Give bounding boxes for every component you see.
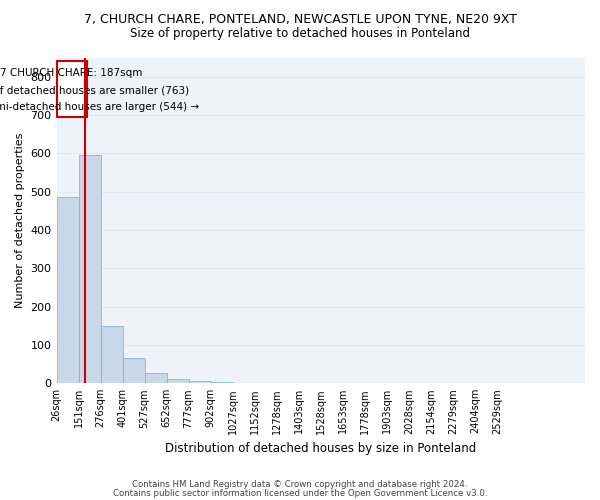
Text: 41% of semi-detached houses are larger (544) →: 41% of semi-detached houses are larger (… <box>0 102 199 113</box>
Text: Size of property relative to detached houses in Ponteland: Size of property relative to detached ho… <box>130 28 470 40</box>
Text: 7 CHURCH CHARE: 187sqm: 7 CHURCH CHARE: 187sqm <box>1 68 143 78</box>
Bar <box>167 380 188 383</box>
Bar <box>145 373 167 383</box>
Text: Contains HM Land Registry data © Crown copyright and database right 2024.: Contains HM Land Registry data © Crown c… <box>132 480 468 489</box>
FancyBboxPatch shape <box>56 62 86 117</box>
Bar <box>188 382 211 383</box>
Text: 7, CHURCH CHARE, PONTELAND, NEWCASTLE UPON TYNE, NE20 9XT: 7, CHURCH CHARE, PONTELAND, NEWCASTLE UP… <box>83 12 517 26</box>
Y-axis label: Number of detached properties: Number of detached properties <box>15 132 25 308</box>
Bar <box>79 155 101 383</box>
Bar <box>122 358 145 383</box>
Bar <box>101 326 122 383</box>
X-axis label: Distribution of detached houses by size in Ponteland: Distribution of detached houses by size … <box>165 442 476 455</box>
Text: Contains public sector information licensed under the Open Government Licence v3: Contains public sector information licen… <box>113 488 487 498</box>
Bar <box>56 198 79 383</box>
Bar <box>211 382 233 383</box>
Text: ← 58% of detached houses are smaller (763): ← 58% of detached houses are smaller (76… <box>0 85 188 95</box>
